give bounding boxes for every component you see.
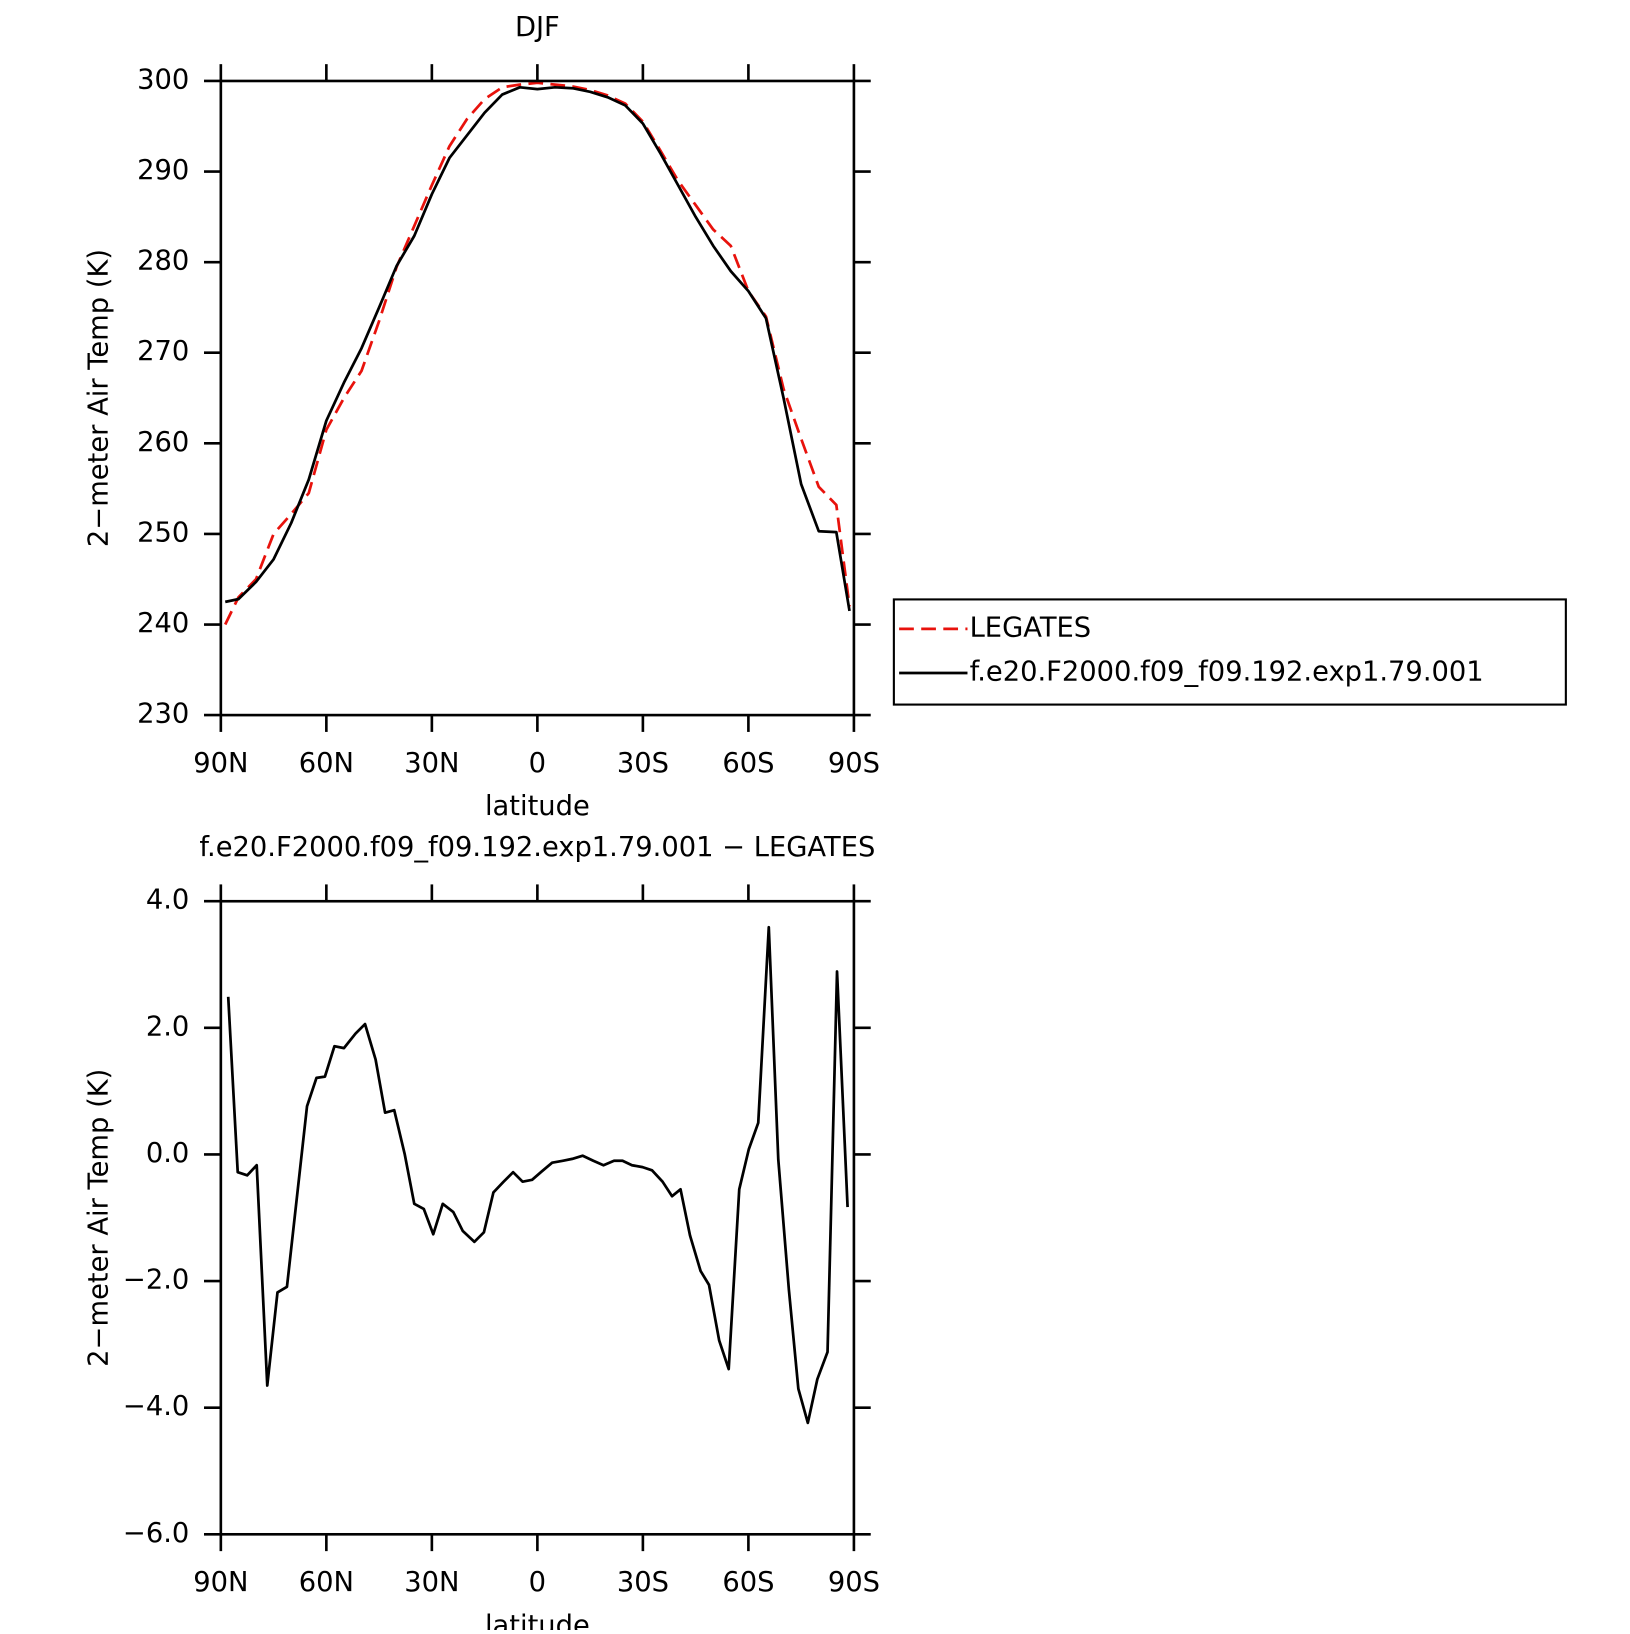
x-tick-label: 30N [404, 1567, 459, 1598]
x-tick-label: 60S [722, 1567, 774, 1598]
chart-panel: DJF latitude 2−meter Air Temp (K) 230 240 250… [83, 12, 1567, 822]
plot-frame [219, 79, 856, 717]
chart-panel: f.e20.F2000.f09_f09.192.exp1.79.001 − LE… [83, 832, 880, 1634]
y-tick-label: 4.0 [146, 885, 189, 916]
x-tick-label: 90N [193, 748, 248, 779]
x-tick-label: 0 [529, 748, 546, 779]
legend-box [892, 598, 1567, 706]
y-axis-label: 2−meter Air Temp (K) [83, 249, 114, 547]
y-tick-label: 290 [137, 155, 189, 186]
y-tick-label: 2.0 [146, 1011, 189, 1042]
x-axis-label: latitude [485, 791, 590, 822]
legend-label: LEGATES [970, 612, 1092, 643]
x-tick-label: 90S [828, 1567, 880, 1598]
data-line [224, 85, 851, 612]
x-axis-label: latitude [485, 1610, 590, 1630]
legend: LEGATES f.e20.F2000.f09_f09.192.exp1.79.0… [892, 598, 1567, 706]
x-tick-label: 90N [193, 1567, 248, 1598]
data-line [224, 81, 851, 626]
data-line [226, 925, 849, 1425]
x-tick-label: 60N [299, 748, 354, 779]
y-tick-label: 300 [137, 64, 189, 95]
y-tick-label: 280 [137, 246, 189, 277]
x-tick-label: 30S [617, 1567, 669, 1598]
y-tick-label: −4.0 [123, 1391, 189, 1422]
y-tick-label: 0.0 [146, 1138, 189, 1169]
y-tick-label: 260 [137, 427, 189, 458]
plot-area [224, 81, 851, 626]
plot-area [226, 925, 849, 1425]
x-tick-label: 60S [722, 748, 774, 779]
y-axis-label: 2−meter Air Temp (K) [83, 1069, 114, 1367]
x-tick-label: 60N [299, 1567, 354, 1598]
y-tick-label: 250 [137, 517, 189, 548]
plot-frame [219, 899, 856, 1536]
x-tick-label: 30N [404, 748, 459, 779]
chart-title: f.e20.F2000.f09_f09.192.exp1.79.001 − LE… [199, 832, 875, 863]
legend-label: f.e20.F2000.f09_f09.192.exp1.79.001 [970, 657, 1484, 688]
y-tick-label: 240 [137, 608, 189, 639]
y-tick-label: 270 [137, 336, 189, 367]
y-tick-label: 230 [137, 699, 189, 730]
x-tick-label: 90S [828, 748, 880, 779]
chart-title: DJF [515, 12, 560, 43]
x-tick-label: 0 [529, 1567, 546, 1598]
y-tick-label: −2.0 [123, 1265, 189, 1296]
y-tick-label: −6.0 [123, 1518, 189, 1549]
x-tick-label: 30S [617, 748, 669, 779]
